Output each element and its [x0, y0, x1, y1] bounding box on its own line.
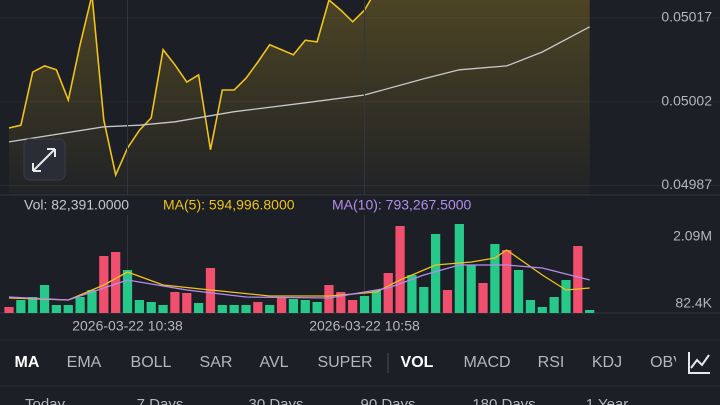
indicator-tab[interactable]: AVL — [259, 354, 288, 371]
price-area — [9, 0, 590, 195]
volume-bar — [419, 286, 429, 313]
volume-ma-line — [8, 249, 590, 301]
indicator-tab[interactable]: OBV — [650, 354, 684, 371]
volume-bar — [75, 296, 85, 313]
indicator-tab[interactable]: VOL — [401, 354, 434, 371]
volume-ma-line — [8, 264, 590, 301]
indicator-legend: MA(10): 793,267.5000 — [332, 197, 472, 213]
x-tick-label: 2026-03-22 10:58 — [309, 318, 420, 334]
range-tab[interactable]: 180 Days — [472, 396, 535, 405]
volume-bar — [63, 304, 73, 313]
volume-bar — [585, 309, 595, 313]
volume-bar — [111, 251, 121, 313]
indicator-tab[interactable]: MA — [15, 354, 40, 371]
volume-bar — [288, 298, 299, 313]
volume-bar — [28, 296, 38, 313]
volume-bar — [16, 300, 26, 313]
volume-bar — [490, 243, 500, 313]
volume-bar — [336, 292, 346, 313]
volume-bar — [217, 304, 227, 313]
volume-bar — [431, 233, 441, 313]
range-tab[interactable]: Today — [25, 396, 66, 405]
volume-bar — [87, 290, 97, 313]
volume-bar — [229, 304, 239, 313]
y-tick-label: 0.05002 — [661, 92, 712, 108]
volume-bar — [134, 300, 144, 313]
volume-bar — [525, 300, 536, 313]
indicator-tab[interactable]: SAR — [200, 354, 233, 371]
volume-bar — [170, 292, 180, 313]
volume-bar — [241, 304, 251, 313]
y-tick-label: 0.05017 — [661, 9, 712, 25]
volume-bar — [265, 304, 275, 313]
indicator-legend: MA(5): 594,996.8000 — [163, 197, 295, 213]
range-tab[interactable]: 90 Days — [360, 396, 415, 405]
volume-bar — [573, 245, 583, 313]
expand-icon — [32, 148, 56, 172]
volume-bar — [276, 298, 287, 313]
volume-bar — [407, 274, 417, 313]
volume-bar — [158, 304, 168, 313]
range-tabs: Today 7 Days 30 Days 90 Days 180 Days 1 Year — [25, 396, 628, 405]
volume-bar — [478, 282, 488, 313]
price-line — [8, 0, 372, 178]
range-tab[interactable]: 7 Days — [137, 396, 184, 405]
indicator-legend: Vol: 82,391.0000 — [24, 197, 129, 213]
volume-bar — [549, 296, 559, 313]
lines — [8, 249, 590, 301]
lines — [8, 0, 591, 195]
icon-backdrop — [676, 343, 720, 383]
y-tick-label: 2.09M — [673, 228, 712, 244]
volume-bar — [454, 223, 464, 313]
volume-bar — [502, 249, 512, 313]
volume-bar — [513, 270, 524, 313]
volume-bar — [146, 302, 156, 313]
volume-bar — [312, 302, 322, 313]
volume-bar — [4, 306, 14, 313]
volume-bar — [561, 280, 571, 313]
indicator-tab[interactable]: MACD — [463, 354, 510, 371]
volume-bar — [324, 284, 334, 313]
volume-bar — [182, 292, 192, 313]
volume-bar — [348, 300, 358, 313]
volume-bar — [395, 225, 405, 313]
volume-bar — [466, 264, 476, 313]
indicator-tab[interactable]: SUPER — [317, 354, 372, 371]
volume-bar — [193, 302, 204, 313]
volume-bar — [383, 272, 393, 313]
volume-bar — [51, 304, 62, 313]
volume-bar — [359, 296, 370, 313]
volume-bar — [300, 300, 310, 313]
price-line — [8, 26, 591, 143]
volume-chart: 2.09M 82.4K 2026-03-22 10:38 2026-03-22 10:… — [0, 197, 720, 334]
range-tab[interactable]: 30 Days — [248, 396, 303, 405]
price-chart: 0.05017 0.05002 0.04987 — [0, 0, 720, 196]
x-tick-label: 2026-03-22 10:38 — [72, 318, 183, 334]
indicator-tab[interactable]: EMA — [67, 354, 102, 371]
indicator-tabs: MA EMA BOLL SAR AVL SUPER VOL MACD RSI KDJ OBV — [15, 354, 685, 371]
volume-bar — [442, 290, 453, 313]
y-tick-label: 0.04987 — [661, 176, 712, 192]
range-tab[interactable]: 1 Year — [586, 396, 629, 405]
volume-bar — [371, 290, 381, 313]
indicator-tab[interactable]: BOLL — [131, 354, 172, 371]
volume-bar — [537, 306, 547, 313]
indicator-tab[interactable]: RSI — [538, 354, 565, 371]
y-tick-label: 82.4K — [675, 295, 712, 311]
chart-settings-icon[interactable] — [688, 352, 710, 374]
indicator-tab[interactable]: KDJ — [592, 354, 622, 371]
volume-bar — [253, 302, 263, 313]
volume-bar — [122, 270, 133, 313]
